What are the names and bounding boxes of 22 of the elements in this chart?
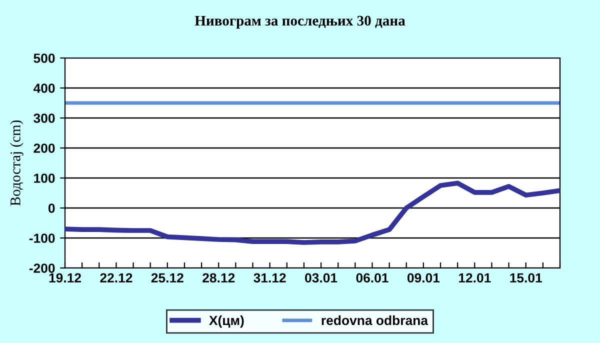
- x-tick-label: 19.12: [49, 273, 81, 283]
- chart-title: Нивограм за последњих 30 дана: [194, 16, 406, 29]
- y-tick-label: 400: [33, 84, 55, 93]
- x-tick-label: 03.01: [305, 273, 338, 283]
- x-tick-label: 09.01: [407, 273, 440, 283]
- legend-label: X(цм): [209, 315, 244, 328]
- y-tick-label: -200: [29, 264, 55, 273]
- y-tick-label: 100: [34, 174, 55, 183]
- x-tick-label: 12.01: [458, 273, 491, 283]
- x-tick-label: 25.12: [151, 273, 184, 283]
- y-tick-label: 500: [34, 54, 55, 63]
- x-tick-label: 06.01: [356, 273, 388, 283]
- y-axis-title: Водостај (cm): [10, 120, 24, 206]
- x-tick-label: 15.01: [510, 273, 542, 283]
- y-tick-label: 300: [34, 114, 55, 123]
- y-tick-label: 200: [34, 144, 55, 153]
- x-tick-label: 22.12: [100, 273, 132, 282]
- y-tick-label: -100: [29, 234, 55, 243]
- y-tick-label: 0: [48, 204, 55, 213]
- legend-label: redovna odbrana: [322, 315, 428, 326]
- x-tick-label: 28.12: [202, 273, 235, 283]
- x-tick-label: 31.12: [254, 273, 286, 283]
